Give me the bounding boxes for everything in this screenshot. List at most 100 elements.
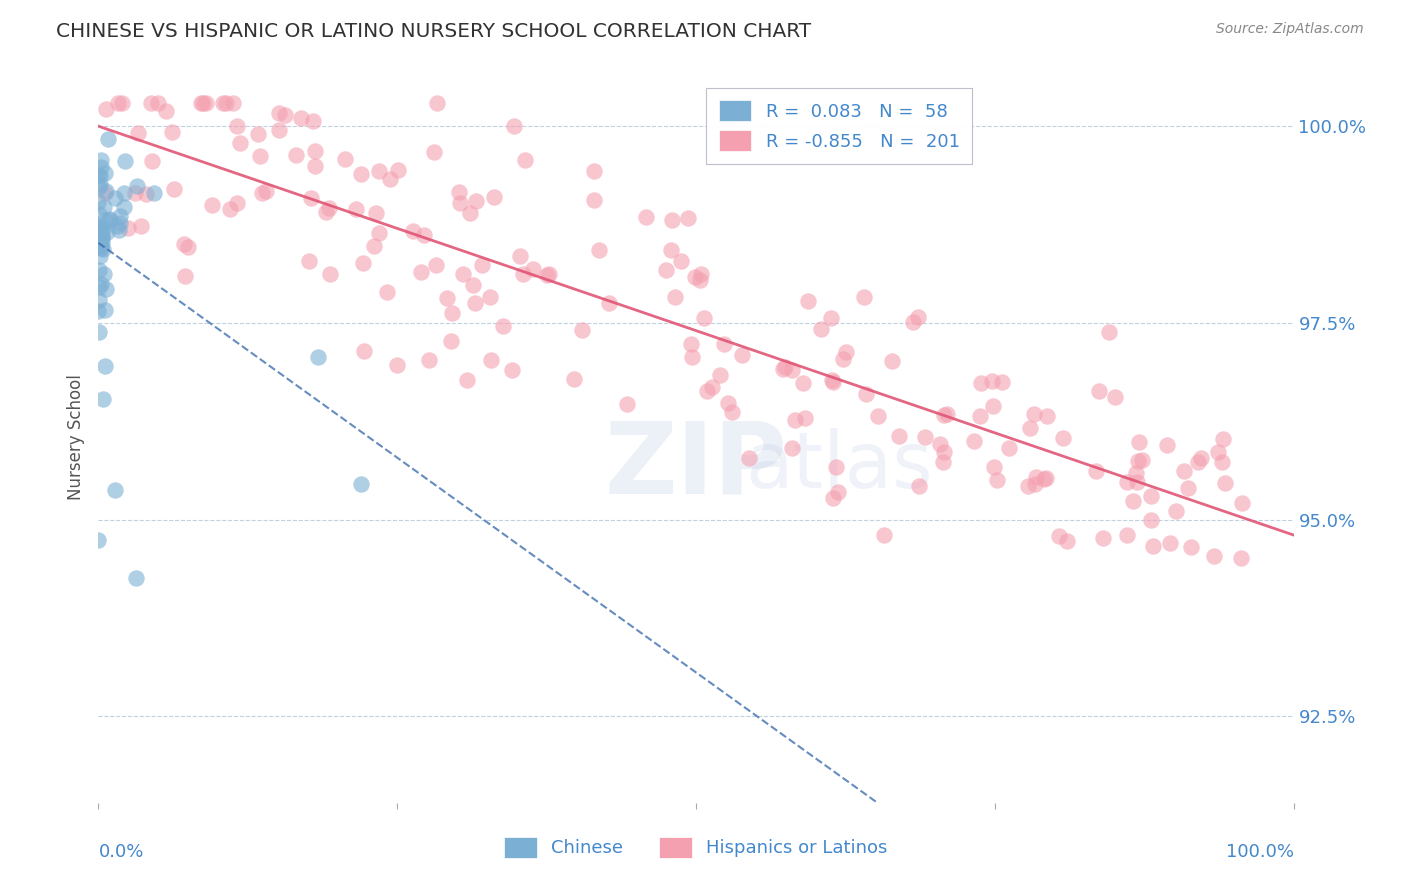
Point [1128, 434, 1150, 449]
Point [936, 407, 959, 421]
Point [482, 190, 505, 204]
Point [827, 485, 849, 500]
Point [91, 242, 114, 256]
Point [1091, 531, 1114, 545]
Point [90, 221, 112, 235]
Point [94, 212, 117, 227]
Point [738, 451, 761, 466]
Point [368, 163, 391, 178]
Point [87, 304, 110, 318]
Point [1213, 476, 1236, 491]
Point [219, 202, 242, 217]
Point [583, 193, 606, 207]
Point [195, 95, 218, 110]
Point [87, 195, 110, 210]
Point [254, 184, 277, 198]
Point [90, 153, 112, 167]
Point [87, 533, 110, 548]
Point [669, 253, 692, 268]
Point [285, 148, 308, 162]
Point [792, 376, 814, 390]
Point [458, 206, 481, 220]
Point [820, 311, 842, 326]
Point [315, 204, 337, 219]
Point [1139, 489, 1161, 503]
Point [1035, 470, 1057, 484]
Point [352, 256, 374, 270]
Point [96, 103, 118, 117]
Point [986, 473, 1008, 487]
Point [129, 219, 152, 233]
Point [825, 460, 848, 475]
Point [562, 371, 585, 385]
Point [855, 387, 877, 401]
Point [796, 293, 818, 308]
Point [1128, 454, 1150, 468]
Point [634, 210, 657, 224]
Point [146, 95, 169, 110]
Point [201, 198, 224, 212]
Text: Source: ZipAtlas.com: Source: ZipAtlas.com [1216, 22, 1364, 37]
Point [903, 315, 925, 329]
Point [89, 293, 111, 308]
Point [571, 323, 593, 337]
Point [250, 186, 273, 200]
Point [1173, 464, 1195, 478]
Point [89, 228, 111, 243]
Point [307, 350, 329, 364]
Point [425, 258, 447, 272]
Point [290, 111, 312, 125]
Point [90, 160, 112, 174]
Point [246, 127, 269, 141]
Point [89, 177, 111, 191]
Point [304, 159, 326, 173]
Point [141, 154, 163, 169]
Point [350, 476, 373, 491]
Point [269, 105, 291, 120]
Text: ZIP: ZIP [605, 417, 787, 515]
Point [513, 153, 536, 167]
Point [418, 352, 440, 367]
Point [411, 265, 433, 279]
Point [344, 202, 367, 217]
Point [94, 282, 117, 296]
Point [1104, 390, 1126, 404]
Point [509, 249, 531, 263]
Point [821, 491, 844, 506]
Point [522, 261, 544, 276]
Point [501, 363, 523, 377]
Point [89, 180, 111, 194]
Point [785, 413, 807, 427]
Point [1177, 481, 1199, 495]
Point [350, 167, 373, 181]
Point [716, 396, 738, 410]
Point [215, 95, 238, 110]
Point [447, 185, 470, 199]
Point [114, 153, 136, 168]
Point [1115, 475, 1137, 489]
Point [353, 343, 375, 358]
Point [90, 277, 112, 292]
Point [492, 318, 515, 333]
Point [380, 172, 402, 186]
Point [683, 269, 706, 284]
Point [991, 375, 1014, 389]
Point [173, 269, 195, 284]
Point [89, 220, 111, 235]
Point [89, 169, 111, 184]
Point [681, 350, 703, 364]
Point [1122, 494, 1144, 508]
Point [104, 191, 127, 205]
Point [97, 213, 120, 227]
Point [464, 194, 486, 209]
Point [87, 280, 110, 294]
Point [91, 231, 114, 245]
Point [226, 195, 249, 210]
Point [108, 223, 131, 237]
Point [111, 95, 134, 110]
Point [96, 225, 118, 239]
Point [782, 442, 804, 456]
Point [1159, 536, 1181, 550]
Text: CHINESE VS HISPANIC OR LATINO NURSERY SCHOOL CORRELATION CHART: CHINESE VS HISPANIC OR LATINO NURSERY SC… [56, 22, 811, 41]
Point [588, 244, 610, 258]
